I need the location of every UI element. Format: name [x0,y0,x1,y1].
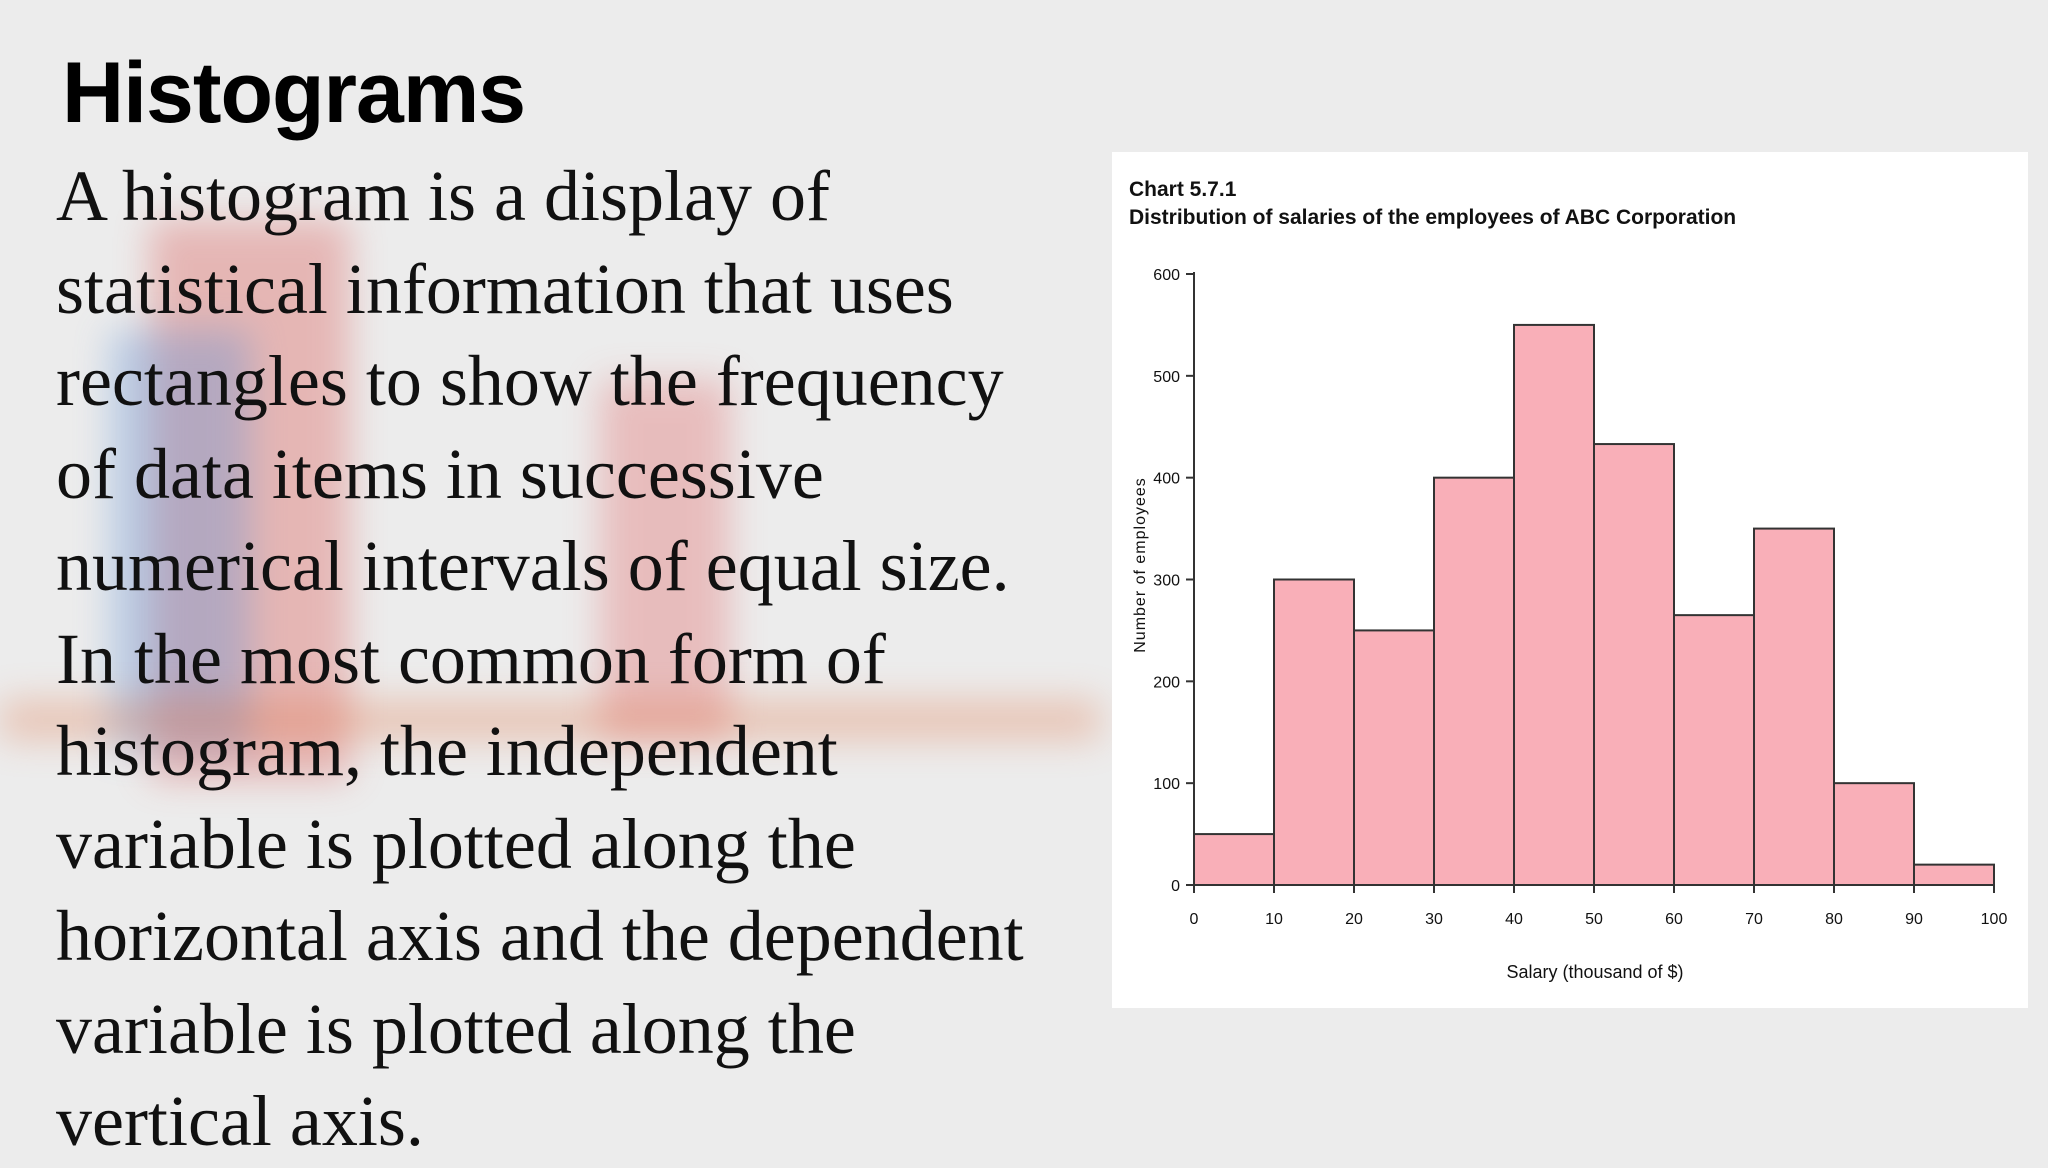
chart-title: Distribution of salaries of the employee… [1129,206,1736,229]
x-tick-label: 80 [1825,911,1843,928]
slide-title: Histograms [62,45,526,141]
y-axis-label: Number of employees [1132,477,1149,653]
histogram-bar [1433,476,1515,886]
background-decoration [0,700,1100,740]
x-tick-label: 40 [1505,911,1523,928]
body-line: numerical intervals of equal size. [56,526,1010,606]
x-tick-label: 100 [1981,911,2008,928]
y-tick-label: 600 [1153,267,1180,284]
histogram-bar [1273,578,1355,886]
bars-group [1193,323,1995,887]
body-line: rectangles to show the frequency [56,341,1004,421]
body-line: variable is plotted along the [56,803,856,884]
x-tick-label: 30 [1425,911,1443,928]
histogram-bar [1193,833,1275,886]
x-tick-label: 50 [1585,911,1603,928]
background-decoration [110,330,250,750]
histogram-bar [1353,629,1435,886]
y-tick-label: 100 [1153,776,1180,793]
body-line: In the most common form of [56,618,886,699]
histogram-svg: Chart 5.7.1 Distribution of salaries of … [1129,178,2007,982]
histogram-bar [1593,443,1675,886]
histogram-chart: Chart 5.7.1 Distribution of salaries of … [1112,152,2028,1008]
slide-body-text: A histogram is a display of statistical … [56,150,1106,1168]
x-tick-label: 60 [1665,911,1683,928]
y-tick-label: 300 [1153,573,1180,590]
y-tick-label: 200 [1153,674,1180,691]
chart-number: Chart 5.7.1 [1129,178,1237,201]
y-tick-label: 0 [1171,878,1180,895]
background-decoration [600,380,730,740]
body-line: horizontal axis and the dependent [56,896,1024,976]
x-tick-label: 20 [1345,911,1363,928]
body-line: variable is plotted along the [56,988,856,1069]
body-line: A histogram is a display of [56,156,830,236]
x-axis-label: Salary (thousand of $) [1506,962,1683,982]
body-line: statistical information that uses [56,248,954,329]
y-tick-label: 400 [1153,471,1180,488]
x-tick-label: 90 [1905,911,1923,928]
x-tick-label: 10 [1265,911,1283,928]
body-line: histogram, the independent [56,711,838,791]
x-tick-label: 0 [1190,911,1199,928]
histogram-bar [1913,863,1995,887]
histogram-bar [1753,527,1835,886]
histogram-bar [1513,323,1595,886]
body-line: of data items in successive [56,433,824,514]
axes-group: 0 100 200 300 400 500 600 0 10 20 30 40 50 60 70 80 90 10… [1153,267,2007,928]
histogram-bar [1833,782,1915,887]
x-tick-label: 70 [1745,911,1763,928]
body-line: vertical axis. [56,1081,424,1161]
background-decoration [150,220,350,780]
histogram-bar [1673,614,1755,886]
y-tick-label: 500 [1153,369,1180,386]
